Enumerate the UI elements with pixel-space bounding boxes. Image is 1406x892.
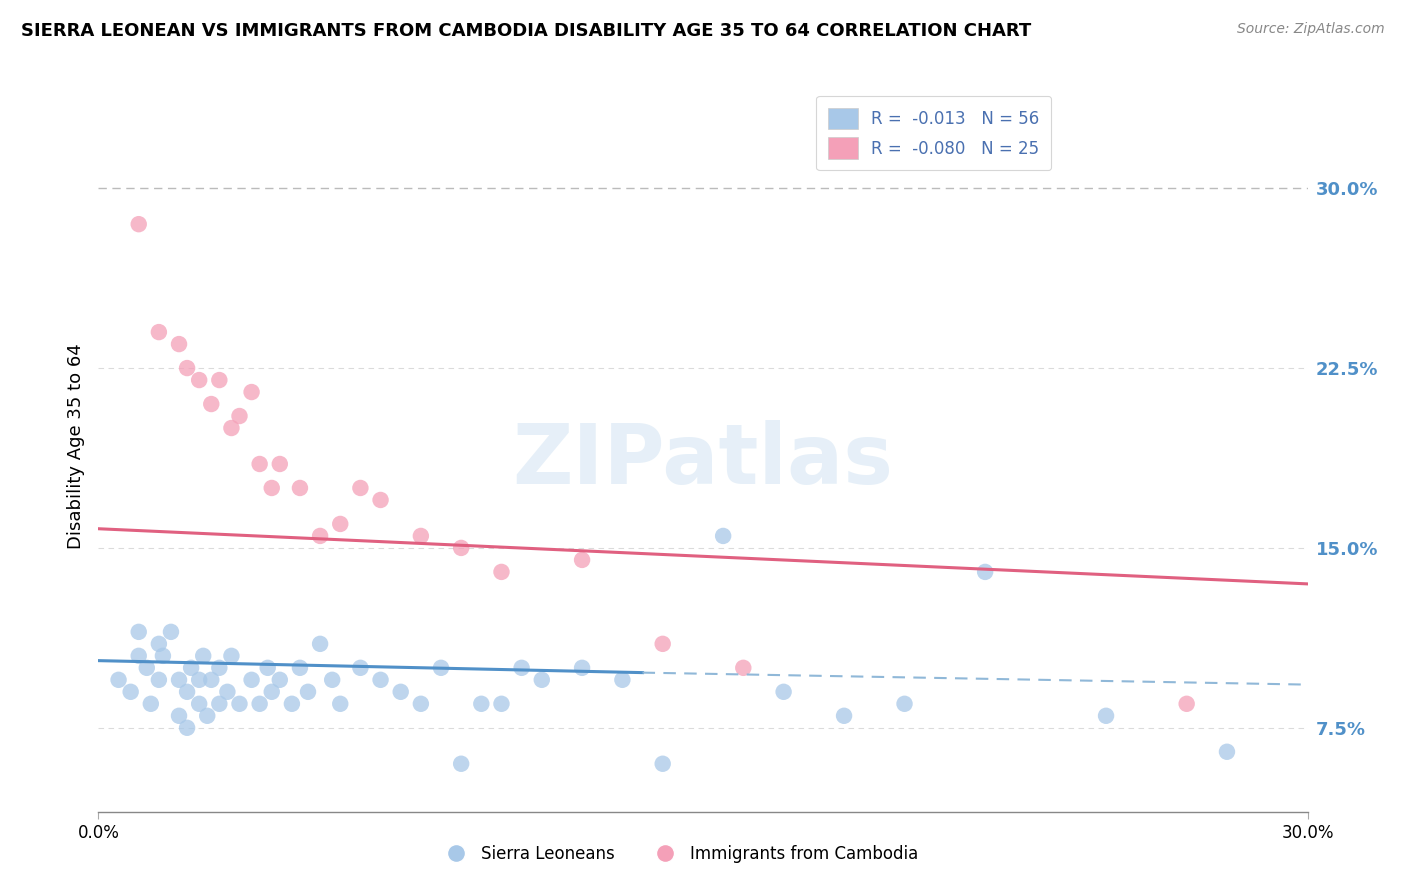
Point [349,481,371,495]
Point [409,697,432,711]
Point [409,529,432,543]
Point [208,697,231,711]
Point [180,661,202,675]
Point [200,673,222,687]
Point [711,529,734,543]
Point [195,708,218,723]
Point [139,697,162,711]
Point [240,385,263,400]
Legend: Sierra Leoneans, Immigrants from Cambodia: Sierra Leoneans, Immigrants from Cambodi… [433,838,925,869]
Point [128,217,150,231]
Point [167,708,190,723]
Point [128,624,150,639]
Point [148,637,170,651]
Point [176,685,198,699]
Text: ZIPatlas: ZIPatlas [513,420,893,501]
Point [510,661,533,675]
Point [256,661,278,675]
Point [288,661,311,675]
Point [107,673,129,687]
Point [167,673,190,687]
Point [530,673,553,687]
Point [228,409,250,423]
Point [491,697,513,711]
Point [651,756,673,771]
Point [167,337,190,351]
Point [208,373,231,387]
Point [193,648,215,663]
Point [389,685,412,699]
Point [832,708,855,723]
Point [221,648,243,663]
Point [450,756,472,771]
Point [651,637,673,651]
Point [321,673,343,687]
Point [208,661,231,675]
Point [240,673,263,687]
Point [148,325,170,339]
Point [1216,745,1239,759]
Point [974,565,997,579]
Point [249,697,271,711]
Point [1175,697,1198,711]
Point [176,361,198,376]
Point [430,661,453,675]
Point [269,673,291,687]
Point [135,661,157,675]
Point [152,648,174,663]
Point [772,685,794,699]
Point [260,481,283,495]
Point [470,697,492,711]
Point [260,685,283,699]
Text: Source: ZipAtlas.com: Source: ZipAtlas.com [1237,22,1385,37]
Point [370,492,392,507]
Point [160,624,183,639]
Point [370,673,392,687]
Point [188,697,211,711]
Point [733,661,755,675]
Point [297,685,319,699]
Point [281,697,304,711]
Point [309,529,332,543]
Point [288,481,311,495]
Point [1095,708,1118,723]
Point [176,721,198,735]
Point [329,697,352,711]
Point [893,697,915,711]
Point [221,421,243,435]
Point [349,661,371,675]
Point [491,565,513,579]
Point [200,397,222,411]
Y-axis label: Disability Age 35 to 64: Disability Age 35 to 64 [66,343,84,549]
Point [571,661,593,675]
Point [228,697,250,711]
Point [571,553,593,567]
Point [188,373,211,387]
Point [309,637,332,651]
Point [450,541,472,555]
Point [269,457,291,471]
Point [120,685,142,699]
Point [249,457,271,471]
Point [329,516,352,531]
Point [148,673,170,687]
Point [612,673,634,687]
Point [188,673,211,687]
Point [128,648,150,663]
Point [217,685,239,699]
Text: SIERRA LEONEAN VS IMMIGRANTS FROM CAMBODIA DISABILITY AGE 35 TO 64 CORRELATION C: SIERRA LEONEAN VS IMMIGRANTS FROM CAMBOD… [21,22,1032,40]
